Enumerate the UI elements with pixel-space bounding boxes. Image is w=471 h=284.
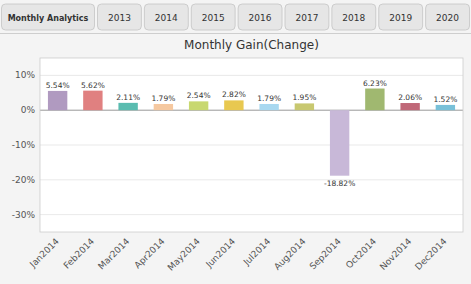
tab: [2, 4, 95, 30]
bar: [400, 103, 419, 110]
tab: [238, 4, 282, 30]
x-tick-label: Jun2014: [203, 236, 237, 270]
y-tick-label: 0%: [21, 105, 36, 115]
bar: [436, 105, 455, 110]
x-tick-label: Sep2014: [308, 236, 343, 271]
data-label: -18.82%: [324, 179, 355, 188]
tab-border: [0, 33, 471, 34]
bar: [259, 104, 278, 110]
grid-line: [40, 145, 463, 146]
y-tick-label: -20%: [12, 175, 36, 185]
bars: [48, 89, 455, 176]
x-tick-label: Mar2014: [96, 236, 131, 271]
grid-line: [40, 110, 463, 111]
x-tick-label: Oct2014: [344, 236, 378, 270]
data-label: 2.54%: [187, 91, 211, 100]
y-tick-label: -30%: [12, 210, 36, 220]
bar: [330, 110, 349, 175]
tab-label: 2020: [436, 13, 459, 23]
tab: [144, 4, 188, 30]
y-axis: 10% 0% -10% -20% -30%: [12, 70, 463, 219]
x-tick-label: Nov2014: [378, 236, 414, 272]
x-tick-label: Dec2014: [413, 236, 449, 272]
bar: [48, 91, 67, 110]
tab-label: 2017: [295, 13, 318, 23]
data-label: 1.79%: [151, 94, 175, 103]
tab-label: 2019: [389, 13, 412, 23]
tab-label: 2013: [108, 13, 131, 23]
tab-label: 2018: [342, 13, 365, 23]
plot-background: [40, 58, 463, 232]
bar: [118, 103, 137, 110]
data-label: 2.82%: [222, 90, 246, 99]
x-tick-label: Apr2014: [132, 236, 166, 270]
tab: [285, 4, 329, 30]
x-tick-label: May2014: [166, 236, 203, 273]
plot-frame: [40, 58, 463, 232]
x-tick-label: Aug2014: [272, 236, 308, 272]
grid-line: [40, 179, 463, 180]
data-label: 5.62%: [81, 81, 105, 90]
tab: [191, 4, 235, 30]
data-label: 1.52%: [433, 95, 457, 104]
data-label: 1.95%: [292, 93, 316, 102]
x-axis: Jan2014Feb2014Mar2014Apr2014May2014Jun20…: [27, 236, 449, 273]
title: Monthly Gain(Change): [184, 38, 319, 52]
tab-label: Monthly Analytics: [8, 14, 89, 23]
data-label: 1.79%: [257, 94, 281, 103]
grid-line: [40, 75, 463, 76]
tab-label: 2014: [155, 13, 178, 23]
y-tick-label: 10%: [15, 70, 35, 80]
chart: Monthly Analytics 2013 2014 2015 2016 2017 201…: [0, 0, 471, 284]
bar: [189, 101, 208, 110]
bar: [154, 104, 173, 110]
bar: [365, 89, 384, 111]
bar: [83, 91, 102, 111]
tab-bar: Monthly Analytics 2013 2014 2015 2016 2017 201…: [0, 4, 471, 34]
tab: [98, 4, 142, 30]
tab: [426, 4, 470, 30]
x-tick-label: Jan2014: [27, 236, 61, 270]
tab-label: 2016: [249, 13, 272, 23]
tab: [332, 4, 376, 30]
tab-label: 2015: [202, 13, 225, 23]
data-label: 2.06%: [398, 93, 422, 102]
data-label: 6.23%: [363, 79, 387, 88]
data-label: 5.54%: [46, 81, 70, 90]
x-tick-label: Feb2014: [62, 236, 97, 271]
x-tick-label: Jul2014: [241, 236, 273, 268]
background: [0, 0, 471, 284]
data-label: 2.11%: [116, 93, 140, 102]
tab: [379, 4, 423, 30]
bar: [295, 103, 314, 110]
data-labels: 5.54% 5.62% 2.11% 1.79% 2.54% 2.82% 1.79% 1.95%…: [46, 79, 458, 188]
grid-line: [40, 214, 463, 215]
y-tick-label: -10%: [12, 140, 36, 150]
bar: [224, 100, 243, 110]
